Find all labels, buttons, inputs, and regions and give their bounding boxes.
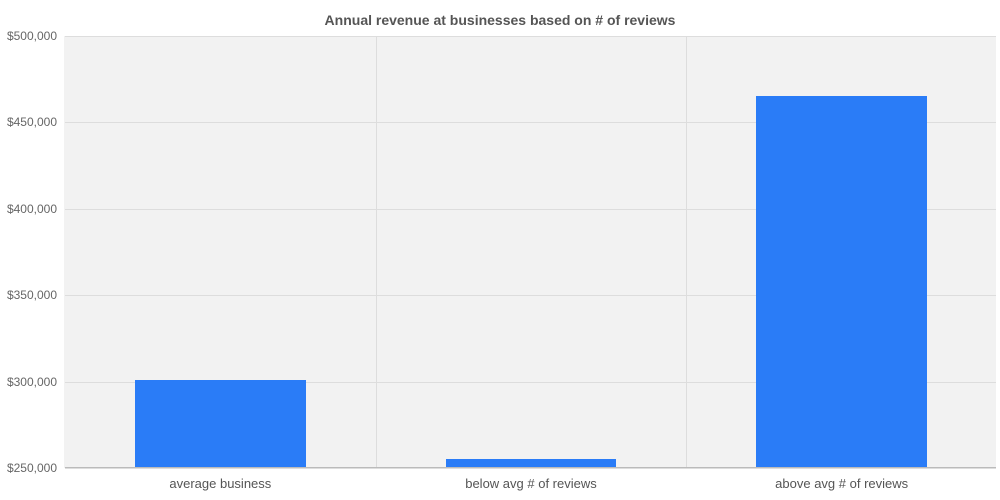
y-tick-label: $300,000 [7, 375, 65, 389]
y-tick-label: $450,000 [7, 115, 65, 129]
y-tick-label: $250,000 [7, 461, 65, 475]
bar [135, 380, 306, 468]
category-separator [376, 36, 377, 468]
x-axis-label: below avg # of reviews [376, 468, 687, 491]
chart-title: Annual revenue at businesses based on # … [0, 12, 1000, 28]
y-tick-label: $400,000 [7, 202, 65, 216]
plot-area: $250,000$300,000$350,000$400,000$450,000… [64, 36, 996, 468]
x-axis-label: above avg # of reviews [686, 468, 997, 491]
revenue-bar-chart: Annual revenue at businesses based on # … [0, 0, 1000, 500]
y-tick-label: $350,000 [7, 288, 65, 302]
category-separator [686, 36, 687, 468]
bar [756, 96, 927, 468]
y-gridline [65, 36, 996, 37]
y-tick-label: $500,000 [7, 29, 65, 43]
x-axis-label: average business [65, 468, 376, 491]
